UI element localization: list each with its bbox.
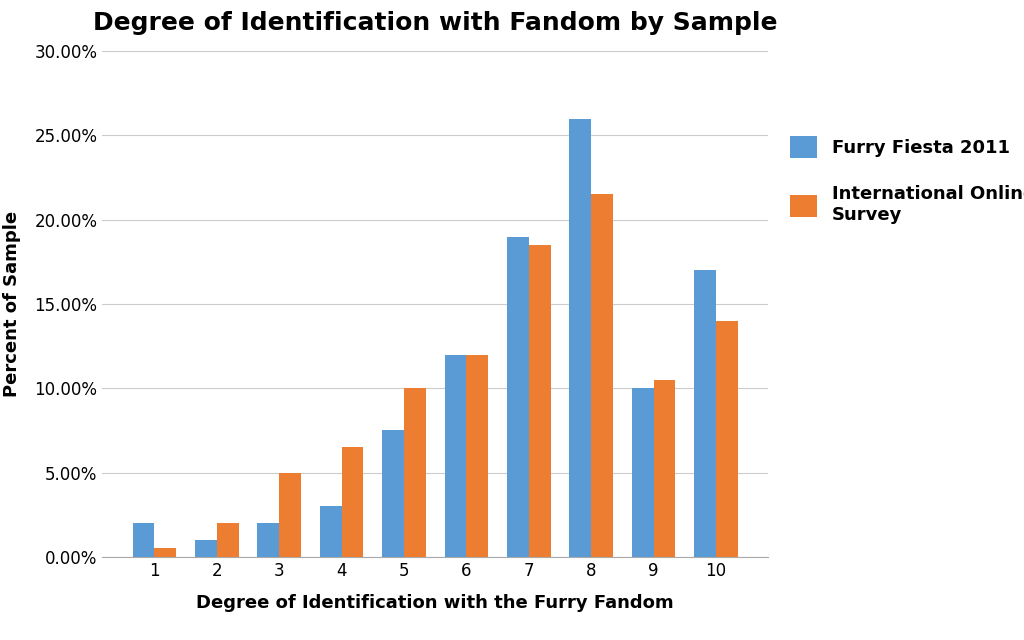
Bar — [404, 388, 426, 557]
Bar — [155, 548, 176, 557]
Bar — [217, 523, 239, 557]
Bar — [528, 245, 551, 557]
Y-axis label: Percent of Sample: Percent of Sample — [3, 211, 20, 397]
Bar — [280, 472, 301, 557]
Bar — [569, 118, 591, 557]
Bar — [632, 388, 653, 557]
Bar — [319, 506, 342, 557]
Bar — [466, 355, 488, 557]
Bar — [257, 523, 280, 557]
Bar — [591, 195, 613, 557]
Bar — [694, 270, 716, 557]
Bar — [195, 540, 217, 557]
Bar — [382, 430, 404, 557]
Bar — [507, 237, 528, 557]
Legend: Furry Fiesta 2011, International Online
Survey: Furry Fiesta 2011, International Online … — [791, 136, 1024, 224]
Title: Degree of Identification with Fandom by Sample: Degree of Identification with Fandom by … — [93, 12, 777, 35]
X-axis label: Degree of Identification with the Furry Fandom: Degree of Identification with the Furry … — [197, 593, 674, 612]
Bar — [342, 447, 364, 557]
Bar — [653, 380, 676, 557]
Bar — [444, 355, 466, 557]
Bar — [133, 523, 155, 557]
Bar — [716, 321, 737, 557]
